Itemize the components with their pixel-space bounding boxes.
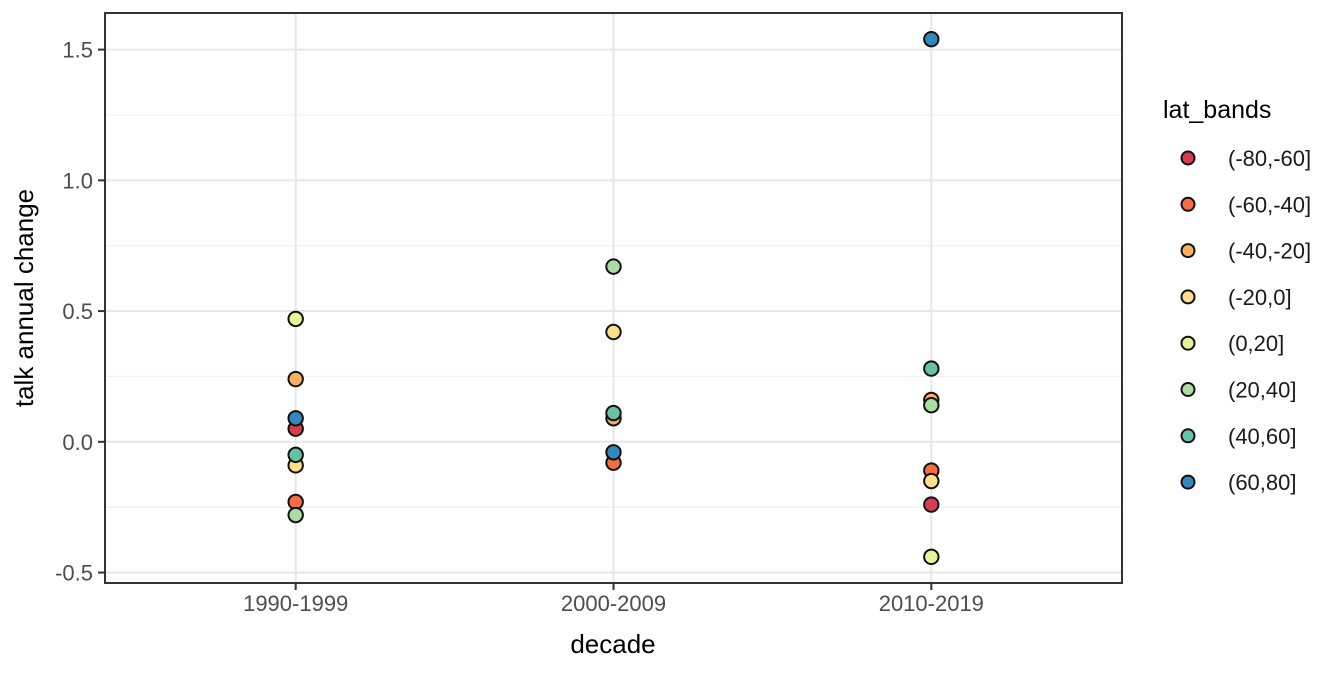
data-point: [287, 410, 304, 427]
data-point: [605, 323, 622, 341]
y-tick-label: 0.0: [62, 430, 93, 455]
data-point: [923, 496, 940, 513]
legend-key-icon: [1180, 474, 1196, 490]
legend-item-label: (-60,-40]: [1228, 192, 1311, 217]
legend-key-icon: [1180, 243, 1196, 259]
legend-item: (-80,-60]: [1180, 146, 1311, 171]
data-point: [923, 548, 940, 566]
data-point: [923, 397, 940, 414]
data-point: [605, 404, 622, 422]
legend-item-label: (-40,-20]: [1228, 239, 1311, 264]
legend: (-80,-60] (-60,-40] (-40,-20] (-20,0] (0,20]…: [1180, 146, 1311, 495]
x-tick-label: 2000-2009: [561, 591, 666, 616]
axis-tick-marks: [98, 48, 933, 590]
x-tick-labels: 1990-1999 2000-2009 2010-2019: [243, 591, 984, 616]
y-tick-labels: 1.5 1.0 0.5 0.0 -0.5: [55, 38, 93, 586]
legend-item-label: (-20,0]: [1228, 285, 1292, 310]
data-point: [287, 446, 304, 464]
data-point: [605, 258, 622, 275]
data-point: [923, 472, 940, 490]
legend-key-icon: [1180, 382, 1196, 397]
y-tick-label: 1.0: [62, 168, 93, 193]
legend-key-icon: [1180, 196, 1196, 212]
x-axis-title: decade: [570, 629, 655, 659]
major-gridlines: [105, 13, 1122, 583]
legend-item: (-60,-40]: [1180, 192, 1311, 217]
data-point: [287, 370, 304, 388]
data-point: [287, 310, 304, 328]
data-point: [605, 444, 622, 461]
legend-item: (-40,-20]: [1180, 239, 1311, 264]
y-tick-label: -0.5: [55, 561, 93, 586]
y-tick-label: 1.5: [62, 38, 93, 63]
data-point: [923, 360, 940, 377]
x-tick-label: 2010-2019: [879, 591, 984, 616]
legend-key-icon: [1180, 150, 1196, 166]
data-point: [923, 30, 940, 48]
legend-item: (-20,0]: [1180, 285, 1292, 310]
legend-item: (40,60]: [1180, 424, 1297, 449]
legend-item-label: (0,20]: [1228, 331, 1284, 356]
legend-key-icon: [1180, 428, 1196, 444]
data-point: [287, 506, 304, 524]
legend-item-label: (60,80]: [1228, 470, 1297, 495]
legend-item: (0,20]: [1180, 331, 1284, 356]
legend-item: (20,40]: [1180, 378, 1297, 403]
legend-key-icon: [1180, 335, 1196, 351]
y-axis-title: talk annual change: [9, 189, 39, 407]
legend-title: lat_bands: [1163, 96, 1271, 124]
y-tick-label: 0.5: [62, 299, 93, 324]
points-layer: [287, 30, 940, 566]
legend-item-label: (20,40]: [1228, 378, 1297, 403]
legend-item-label: (-80,-60]: [1228, 146, 1311, 171]
x-tick-label: 1990-1999: [243, 591, 348, 616]
legend-key-icon: [1180, 289, 1196, 305]
legend-item: (60,80]: [1180, 470, 1297, 495]
legend-item-label: (40,60]: [1228, 424, 1297, 449]
